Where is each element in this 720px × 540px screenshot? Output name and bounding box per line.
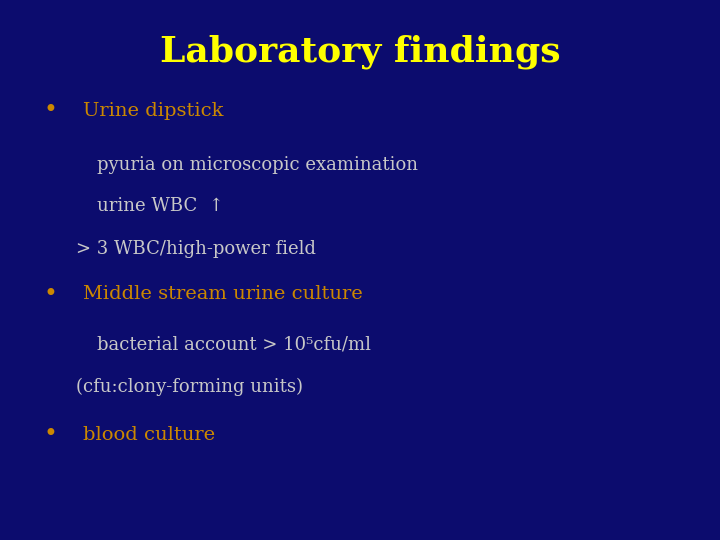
Text: Laboratory findings: Laboratory findings: [160, 34, 560, 69]
Text: •: •: [43, 423, 57, 446]
Text: blood culture: blood culture: [83, 426, 215, 444]
Text: bacterial account > 10⁵cfu/ml: bacterial account > 10⁵cfu/ml: [97, 335, 372, 354]
Text: > 3 WBC/high-power field: > 3 WBC/high-power field: [76, 240, 315, 259]
Text: pyuria on microscopic examination: pyuria on microscopic examination: [97, 156, 418, 174]
Text: •: •: [43, 99, 57, 122]
Text: •: •: [43, 283, 57, 306]
Text: Middle stream urine culture: Middle stream urine culture: [83, 285, 363, 303]
Text: (cfu:clony-forming units): (cfu:clony-forming units): [76, 378, 302, 396]
Text: Urine dipstick: Urine dipstick: [83, 102, 223, 120]
Text: urine WBC  ↑: urine WBC ↑: [97, 197, 224, 215]
